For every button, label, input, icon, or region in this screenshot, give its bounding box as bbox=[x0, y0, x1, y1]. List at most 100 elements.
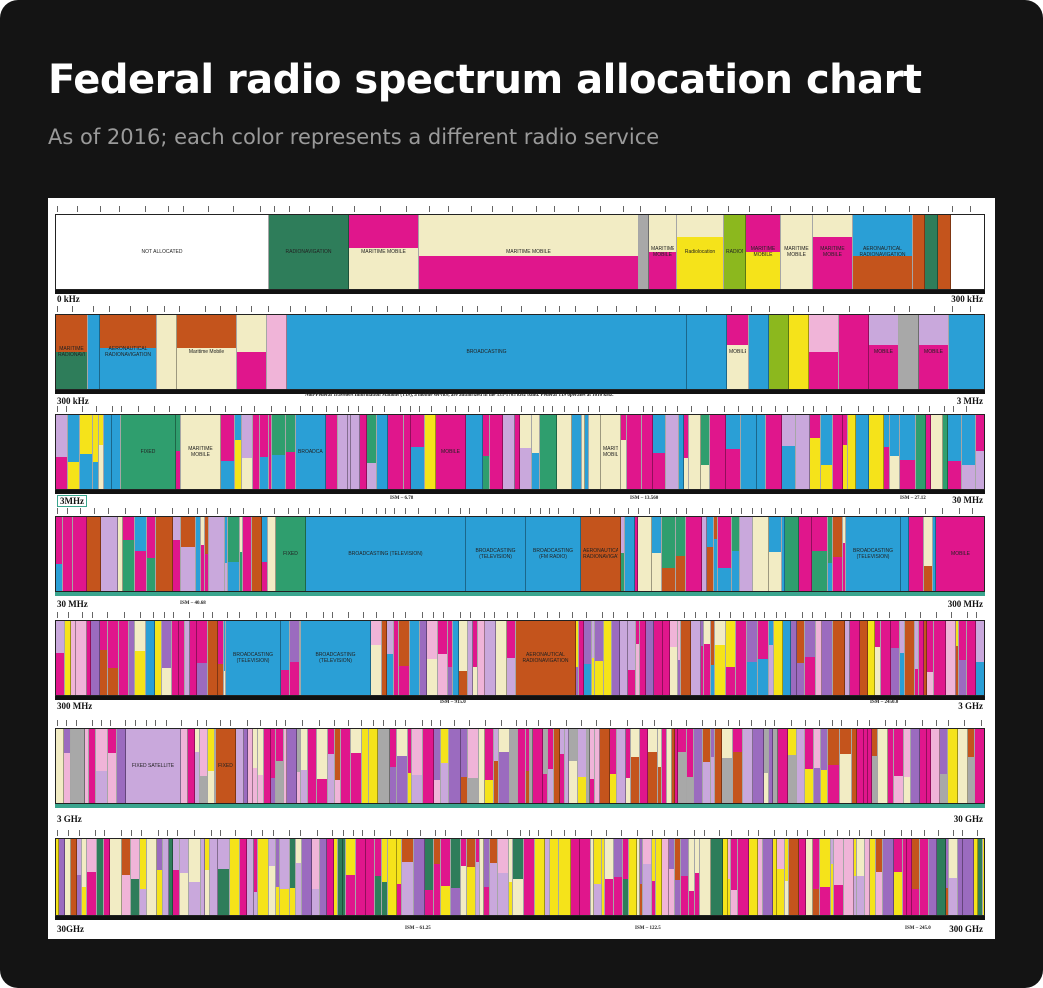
allocation-sub-block bbox=[485, 729, 493, 780]
tick-mark bbox=[643, 612, 644, 618]
allocation-block bbox=[242, 415, 253, 489]
tick-mark bbox=[82, 406, 83, 412]
tick-mark bbox=[181, 720, 182, 726]
allocation-block bbox=[711, 839, 723, 915]
allocation-sub-block bbox=[254, 891, 257, 915]
tick-mark bbox=[599, 406, 600, 412]
tick-mark bbox=[57, 306, 58, 312]
allocation-sub-block bbox=[218, 868, 229, 915]
allocation-block bbox=[949, 315, 984, 389]
allocation-block bbox=[494, 729, 499, 803]
tick-mark bbox=[655, 612, 656, 618]
tick-mark bbox=[952, 306, 953, 312]
allocation-block bbox=[738, 839, 749, 915]
allocation-sub-block bbox=[434, 729, 440, 780]
allocation-block bbox=[905, 621, 915, 695]
allocation-block bbox=[974, 839, 978, 915]
allocation-block bbox=[478, 621, 485, 695]
allocation-sub-block bbox=[201, 544, 204, 591]
tick-mark bbox=[220, 720, 221, 726]
tick-mark bbox=[827, 206, 828, 212]
allocation-sub-block bbox=[312, 889, 319, 915]
allocation-block bbox=[968, 729, 975, 803]
allocation-block bbox=[805, 621, 816, 695]
allocation-block bbox=[262, 517, 268, 591]
tick-mark bbox=[807, 830, 808, 836]
allocation-sub-block bbox=[740, 559, 752, 591]
allocation-sub-block bbox=[870, 884, 875, 915]
tick-mark bbox=[761, 508, 762, 514]
allocation-block: MOBILE bbox=[869, 315, 899, 389]
allocation-block bbox=[934, 621, 946, 695]
allocation-sub-block bbox=[948, 415, 961, 461]
allocation-sub-block bbox=[711, 665, 714, 695]
allocation-block bbox=[639, 215, 649, 289]
allocation-sub-block bbox=[703, 729, 710, 762]
allocation-sub-block bbox=[64, 752, 70, 803]
allocation-sub-block bbox=[927, 621, 933, 672]
allocation-block bbox=[915, 621, 919, 695]
tick-mark bbox=[507, 612, 508, 618]
allocation-sub-block bbox=[548, 729, 553, 769]
tick-mark bbox=[385, 508, 386, 514]
allocation-block bbox=[117, 729, 126, 803]
tick-mark bbox=[764, 612, 765, 618]
allocation-block bbox=[157, 315, 177, 389]
tick-mark bbox=[677, 406, 678, 412]
allocation-sub-block bbox=[701, 464, 709, 489]
allocation-sub-block bbox=[258, 884, 268, 915]
tick-mark bbox=[911, 830, 912, 836]
band-start-label: 30 MHz bbox=[57, 599, 88, 609]
tick-mark bbox=[448, 206, 449, 212]
tick-mark bbox=[885, 206, 886, 212]
allocation-block bbox=[71, 839, 77, 915]
allocation-block bbox=[367, 415, 377, 489]
allocation-sub-block bbox=[218, 839, 229, 869]
allocation-sub-block bbox=[97, 880, 103, 915]
allocation-sub-block bbox=[949, 878, 957, 915]
allocation-block bbox=[796, 415, 810, 489]
allocation-sub-block bbox=[675, 839, 680, 880]
allocation-block bbox=[782, 517, 785, 591]
tick-mark bbox=[679, 306, 680, 312]
tick-mark bbox=[596, 720, 597, 726]
allocation-sub-block bbox=[290, 621, 299, 663]
allocation-block bbox=[208, 729, 215, 803]
allocation-sub-block bbox=[788, 754, 796, 803]
tick-mark bbox=[512, 206, 513, 212]
allocation-block: MARITIME MOBILE bbox=[781, 215, 813, 289]
tick-mark bbox=[491, 406, 492, 412]
allocation-sub-block bbox=[326, 443, 337, 489]
tick-mark bbox=[686, 720, 687, 726]
allocation-block bbox=[565, 729, 569, 803]
allocation-sub-block bbox=[260, 415, 268, 457]
allocation-block bbox=[479, 729, 485, 803]
allocation-block bbox=[881, 621, 891, 695]
allocation-block bbox=[548, 729, 554, 803]
allocation-sub-block bbox=[112, 441, 120, 489]
tick-mark bbox=[526, 720, 527, 726]
allocation-block bbox=[468, 621, 473, 695]
tick-mark bbox=[826, 406, 827, 412]
tick-mark bbox=[819, 720, 820, 726]
allocation-sub-block bbox=[627, 415, 641, 445]
allocation-sub-block bbox=[900, 653, 904, 695]
allocation-block bbox=[948, 729, 958, 803]
allocation-block bbox=[131, 839, 140, 915]
band-bar: MARITIME RADIONAVIGATIONAERONAUTICAL RAD… bbox=[55, 314, 985, 390]
allocation-block bbox=[185, 621, 190, 695]
allocation-block bbox=[938, 215, 951, 289]
allocation-sub-block bbox=[308, 758, 316, 803]
tick-mark bbox=[610, 720, 611, 726]
allocation-block bbox=[509, 839, 513, 915]
tick-mark bbox=[251, 830, 252, 836]
allocation-sub-block bbox=[584, 664, 591, 695]
allocation-sub-block bbox=[602, 887, 604, 915]
tick-mark bbox=[57, 830, 58, 836]
tick-mark bbox=[572, 612, 573, 618]
tick-mark bbox=[967, 612, 968, 618]
allocation-block bbox=[485, 729, 494, 803]
allocation-block bbox=[602, 839, 605, 915]
allocation-block bbox=[535, 839, 545, 915]
tick-mark bbox=[895, 508, 896, 514]
